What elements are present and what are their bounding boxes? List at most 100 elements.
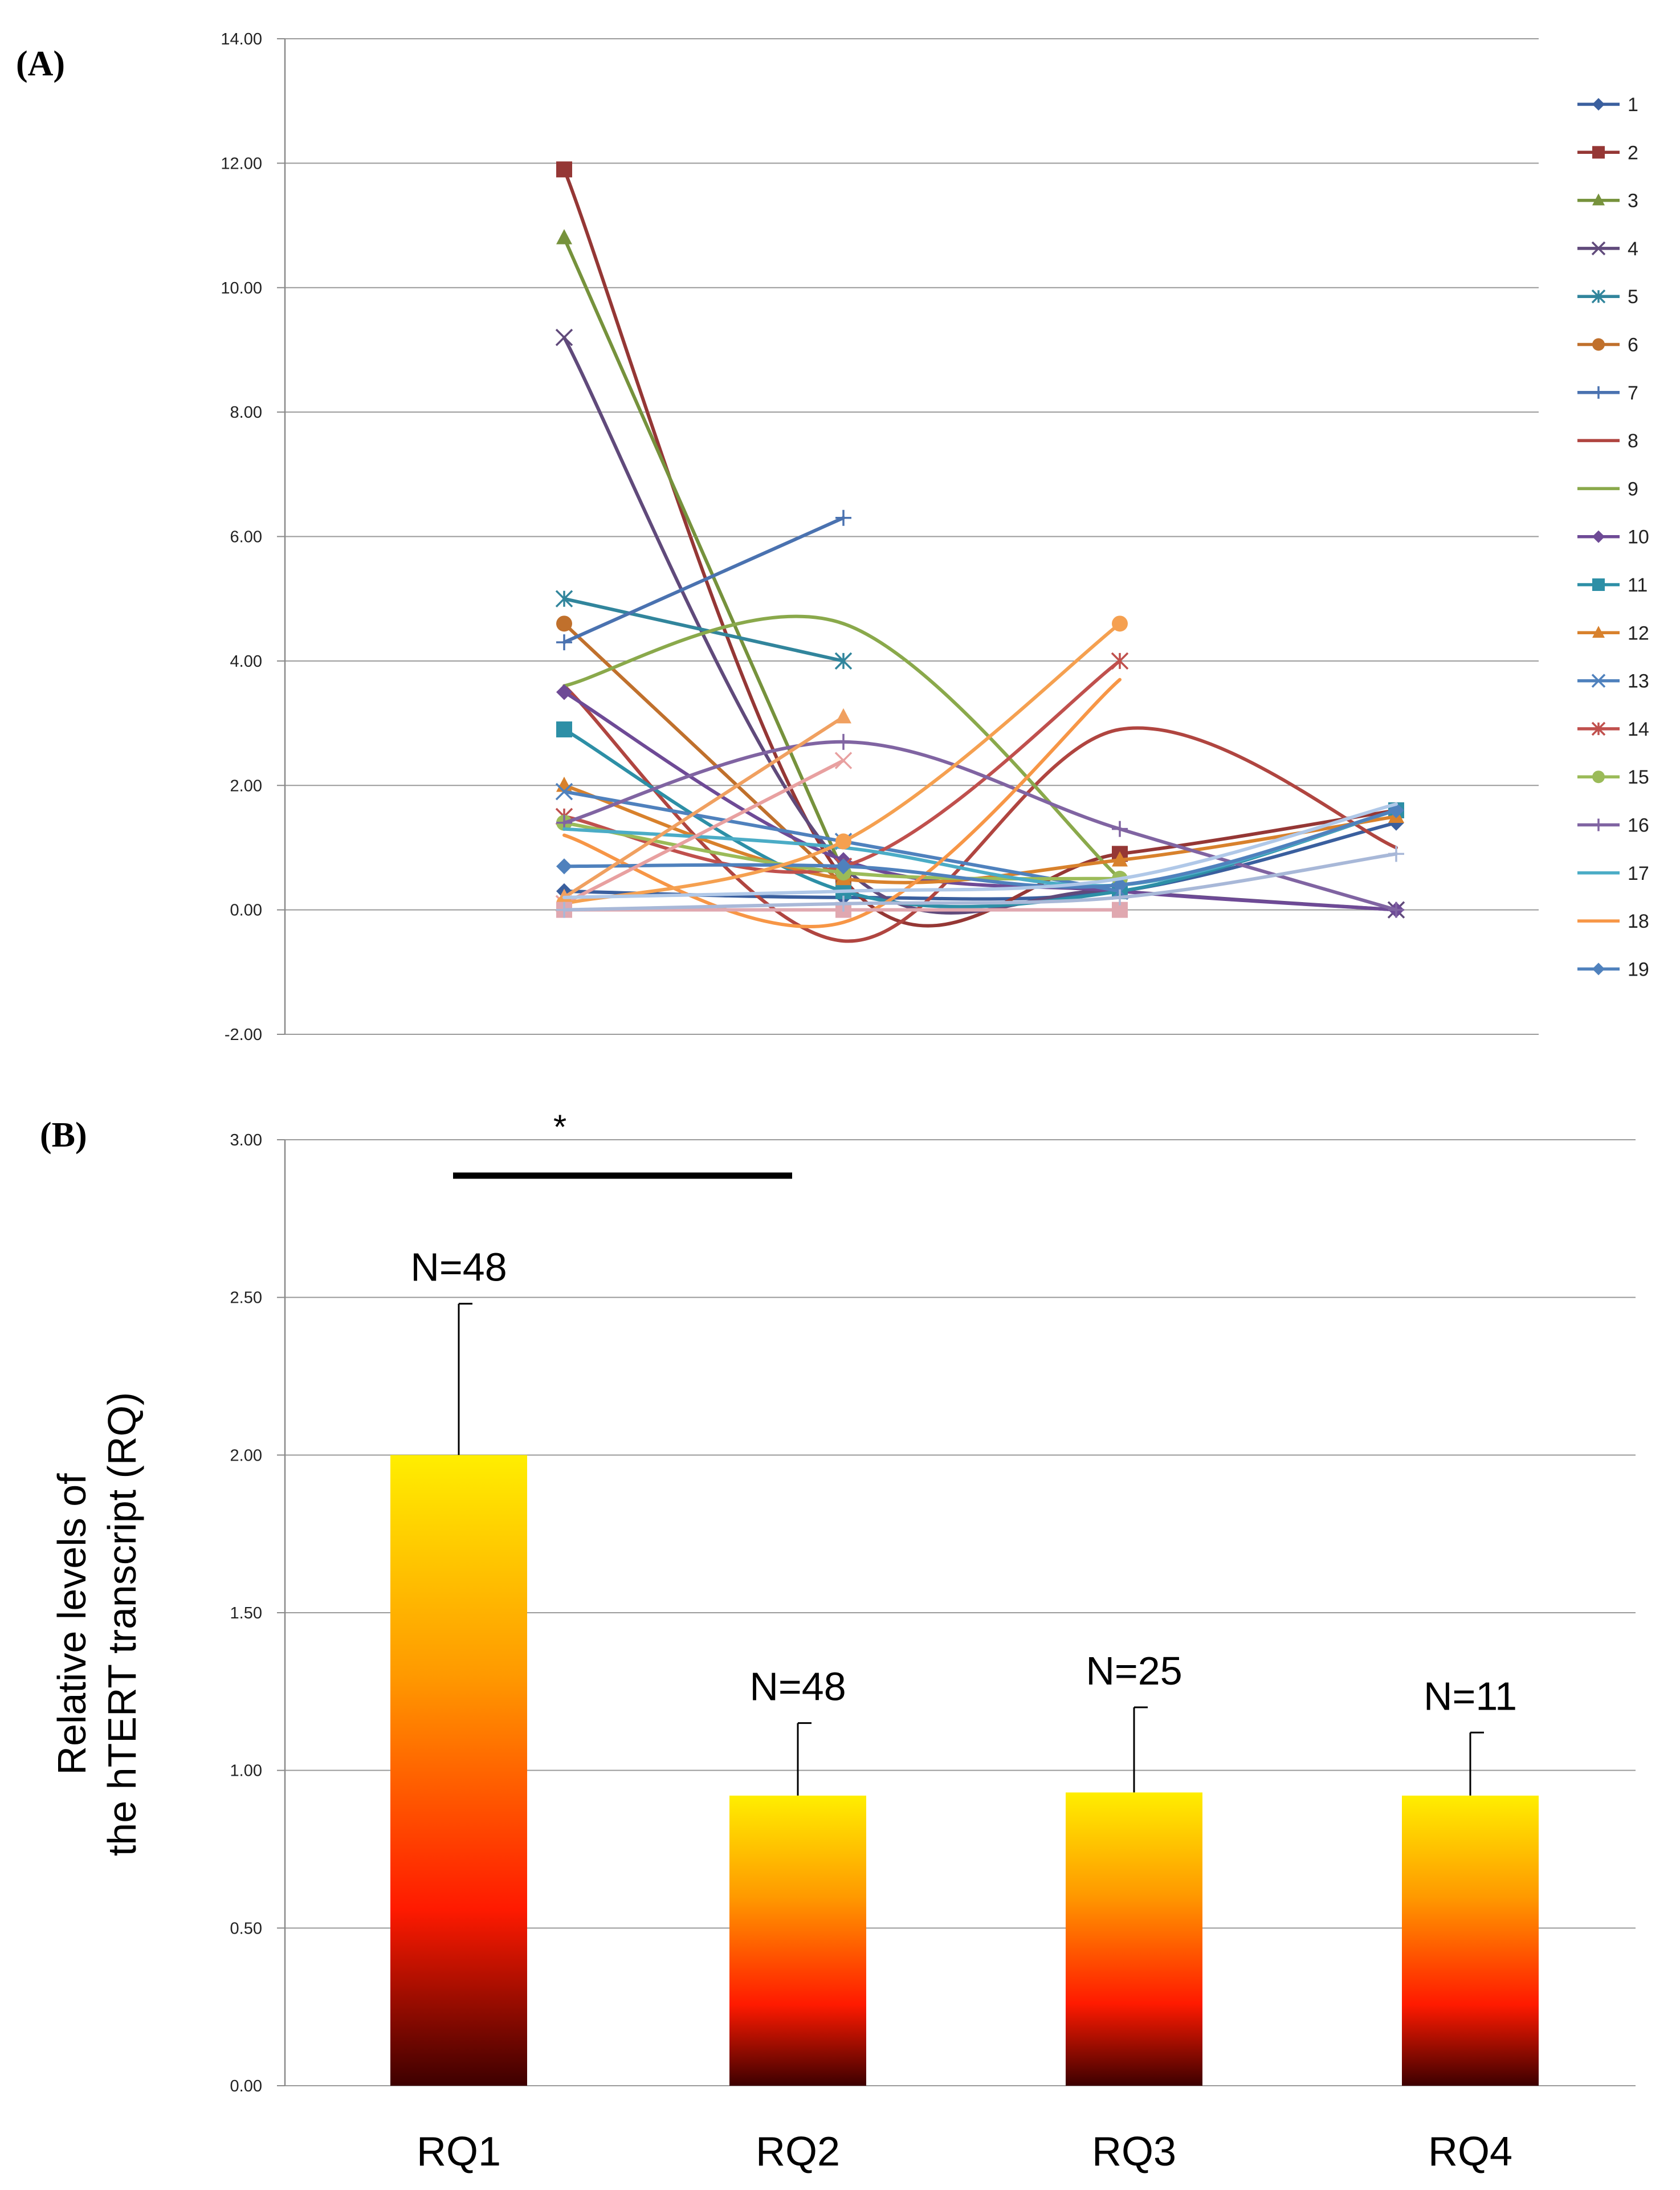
panel-a-marker [1592, 338, 1605, 351]
panel-a-y-tick-label: 12.00 [221, 154, 262, 173]
panel-a-marker [556, 229, 572, 244]
panel-a-marker [1591, 289, 1606, 304]
panel-a-marker [834, 752, 853, 769]
panel-a-marker [556, 776, 572, 792]
panel-a-marker [555, 328, 573, 346]
legend-label: 16 [1628, 815, 1649, 837]
legend-label: 8 [1628, 430, 1638, 452]
panel-b-y-ticks: 0.00 0.50 1.00 1.50 2.00 2.50 3.00 [230, 1131, 262, 2095]
category-label: RQ2 [756, 2129, 840, 2175]
y-axis-title-line: Relative levels of [50, 1473, 94, 1775]
panel-a-marker [556, 615, 572, 632]
panel-b-label: (B) [40, 1116, 87, 1155]
legend-label: 9 [1628, 478, 1638, 500]
panel-a-marker [1112, 615, 1128, 632]
panel-a-y-tick-label: 10.00 [221, 279, 262, 297]
panel-a-series-line [562, 690, 1398, 912]
n-label: N=25 [1086, 1649, 1182, 1693]
panel-a-y-tick-label: 4.00 [230, 652, 262, 671]
panel-a-marker [835, 895, 851, 912]
category-label: RQ4 [1428, 2129, 1512, 2175]
panel-a-marker [555, 590, 573, 607]
y-axis-title: Relative levels of the hTERT transcript (… [50, 1392, 144, 1856]
panel-a-marker [1112, 851, 1128, 867]
bar-rq4 [1402, 1795, 1539, 2086]
panel-a-marker [1592, 770, 1605, 784]
panel-a-marker [835, 858, 851, 875]
panel-a-series [555, 161, 1405, 943]
panel-a-marker [556, 161, 572, 178]
panel-a-gridlines [277, 38, 1539, 1035]
panel-a-marker [835, 733, 851, 750]
panel-b-y-tick-label: 2.50 [230, 1289, 262, 1307]
y-axis-title-line: the hTERT transcript (RQ) [100, 1392, 144, 1856]
panel-a-marker [1112, 821, 1128, 837]
legend-label: 7 [1628, 382, 1638, 404]
panel-a-marker [1592, 818, 1605, 831]
panel-a-y-tick-label: -2.00 [225, 1026, 262, 1044]
panel-a-marker [556, 902, 572, 918]
panel-b-y-tick-label: 3.00 [230, 1131, 262, 1149]
panel-b-y-tick-label: 2.00 [230, 1446, 262, 1465]
legend-label: 15 [1628, 766, 1649, 788]
bar-rq2 [729, 1795, 866, 2086]
panel-a-chart: -2.00 0.00 2.00 4.00 6.00 8.00 10.00 12.00 14.00… [221, 30, 1649, 1044]
panel-a-marker [1592, 963, 1605, 976]
panel-a-marker [1111, 652, 1129, 670]
panel-b-y-axis-label: Relative levels of the hTERT transcript (… [50, 1392, 144, 1856]
panel-a-marker [555, 782, 573, 801]
panel-a-series-line [562, 614, 1122, 881]
panel-a-marker [1388, 902, 1404, 918]
legend-label: 5 [1628, 286, 1638, 308]
panel-a-marker [1112, 889, 1128, 906]
n-label: N=48 [749, 1665, 846, 1709]
legend-label: 10 [1628, 527, 1649, 548]
panel-a-y-tick-label: 14.00 [221, 30, 262, 48]
panel-a-marker [835, 509, 851, 526]
panel-a-series-line [562, 852, 1398, 912]
panel-b-y-tick-label: 0.00 [230, 2077, 262, 2095]
panel-b-y-tick-label: 1.00 [230, 1762, 262, 1780]
panel-a-marker [1591, 241, 1606, 256]
panel-b-y-tick-label: 0.50 [230, 1919, 262, 1938]
panel-a-marker [834, 652, 853, 670]
panel-a-series-line [562, 758, 845, 906]
legend-label: 18 [1628, 911, 1649, 932]
panel-a-marker [835, 833, 851, 850]
panel-a-y-tick-label: 2.00 [230, 777, 262, 795]
panel-a-marker [1592, 98, 1605, 111]
panel-b-chart: 0.00 0.50 1.00 1.50 2.00 2.50 3.00 N=48 RQ1 N=48… [50, 1108, 1636, 2175]
legend-label: 14 [1628, 719, 1649, 740]
panel-a-label: (A) [16, 44, 65, 83]
panel-a-series-line [562, 808, 1398, 889]
panel-a-series-line [562, 715, 845, 899]
bar-rq3 [1066, 1792, 1202, 2086]
panel-b-y-tick-label: 1.50 [230, 1604, 262, 1622]
legend-label: 17 [1628, 863, 1649, 884]
panel-b-bars: N=48 RQ1 N=48 RQ2 N=25 RQ3 N=11 RQ4 * [390, 1108, 1539, 2175]
legend-label: 3 [1628, 190, 1638, 212]
panel-a-marker [1592, 578, 1605, 591]
panel-a-marker [1592, 193, 1605, 206]
panel-a-y-tick-label: 0.00 [230, 902, 262, 920]
panel-a-marker [1591, 721, 1606, 736]
panel-a-y-ticks: -2.00 0.00 2.00 4.00 6.00 8.00 10.00 12.00 14.00 [221, 30, 262, 1044]
n-label: N=48 [410, 1245, 507, 1290]
category-label: RQ3 [1092, 2129, 1176, 2175]
panel-a-series-line [562, 236, 845, 875]
panel-a-marker [1591, 674, 1606, 688]
panel-a-y-tick-label: 6.00 [230, 528, 262, 547]
panel-a-series-line [562, 802, 1398, 899]
legend-label: 4 [1628, 238, 1638, 260]
panel-a-marker [556, 858, 572, 875]
legend-label: 13 [1628, 671, 1649, 692]
bar-rq1 [390, 1455, 527, 2086]
panel-a-series-line [562, 784, 1398, 884]
legend-label: 1 [1628, 94, 1638, 116]
panel-a-marker [1592, 530, 1605, 543]
panel-a-series-line [562, 678, 1122, 928]
panel-a-y-tick-label: 8.00 [230, 403, 262, 422]
panel-a-series-line [562, 168, 1398, 928]
category-label: RQ1 [417, 2129, 501, 2175]
